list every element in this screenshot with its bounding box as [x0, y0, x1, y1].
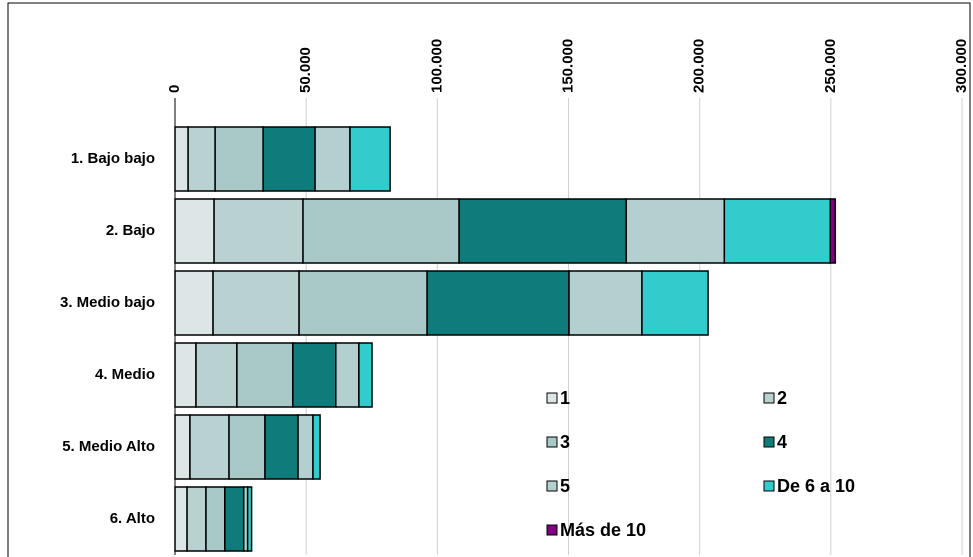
x-tick-label: 150.000 [559, 39, 576, 93]
bar-segment [358, 342, 373, 408]
bar-segment [186, 486, 207, 552]
bar-segment [174, 126, 189, 192]
bar-segment [314, 126, 351, 192]
bar-segment [312, 414, 321, 480]
y-tick-label: 4. Medio [95, 366, 155, 383]
x-tick-label: 250.000 [822, 39, 839, 93]
bar-segment [723, 198, 832, 264]
bar-segment [335, 342, 360, 408]
x-tick-label: 200.000 [691, 39, 708, 93]
legend-swatch [546, 524, 558, 536]
bar-segment [174, 486, 188, 552]
bar-segment [264, 414, 299, 480]
bar-segment [292, 342, 337, 408]
y-tick-label: 3. Medio bajo [60, 294, 155, 311]
bar-segment [213, 198, 304, 264]
bar-segment [297, 414, 314, 480]
bar-segment [187, 126, 216, 192]
legend-label: 1 [560, 388, 570, 408]
bar-segment [214, 126, 264, 192]
bar-segment [224, 486, 245, 552]
bar-segment [174, 198, 215, 264]
x-tick-label: 300.000 [953, 39, 970, 93]
bar-segment [174, 270, 214, 336]
bar-segment [189, 414, 230, 480]
legend-label: 2 [777, 388, 787, 408]
bar-segment [641, 270, 709, 336]
bar-segment [349, 126, 391, 192]
bar-segment [298, 270, 428, 336]
legend-swatch [546, 480, 558, 492]
bar-segment [212, 270, 300, 336]
bar-segment [236, 342, 294, 408]
bar-segment [195, 342, 238, 408]
bar-segment [246, 486, 253, 552]
x-tick-label: 0 [166, 85, 183, 93]
y-tick-label: 6. Alto [110, 510, 155, 527]
x-tick-label: 50.000 [297, 47, 314, 93]
legend-swatch [546, 392, 558, 404]
x-tick-label: 100.000 [428, 39, 445, 93]
y-tick-label: 5. Medio Alto [62, 438, 155, 455]
bar-segment [228, 414, 266, 480]
bar-segment [829, 198, 837, 264]
bar-segment [568, 270, 643, 336]
legend-swatch [763, 392, 775, 404]
bar-segment [426, 270, 570, 336]
y-tick-label: 1. Bajo bajo [71, 150, 155, 167]
legend-swatch [763, 480, 775, 492]
legend-label: Más de 10 [560, 520, 646, 540]
bar-segment [302, 198, 460, 264]
legend-label: De 6 a 10 [777, 476, 855, 496]
legend-swatch [546, 436, 558, 448]
bar-segment [174, 342, 197, 408]
legend-label: 5 [560, 476, 570, 496]
y-tick-label: 2. Bajo [106, 222, 155, 239]
legend-label: 3 [560, 432, 570, 452]
bar-segment [205, 486, 226, 552]
legend-swatch [763, 436, 775, 448]
bar-segment [262, 126, 316, 192]
bar-segment [625, 198, 726, 264]
chart-border [7, 2, 971, 557]
bar-segment [174, 414, 191, 480]
bar-segment [458, 198, 627, 264]
legend-label: 4 [777, 432, 787, 452]
